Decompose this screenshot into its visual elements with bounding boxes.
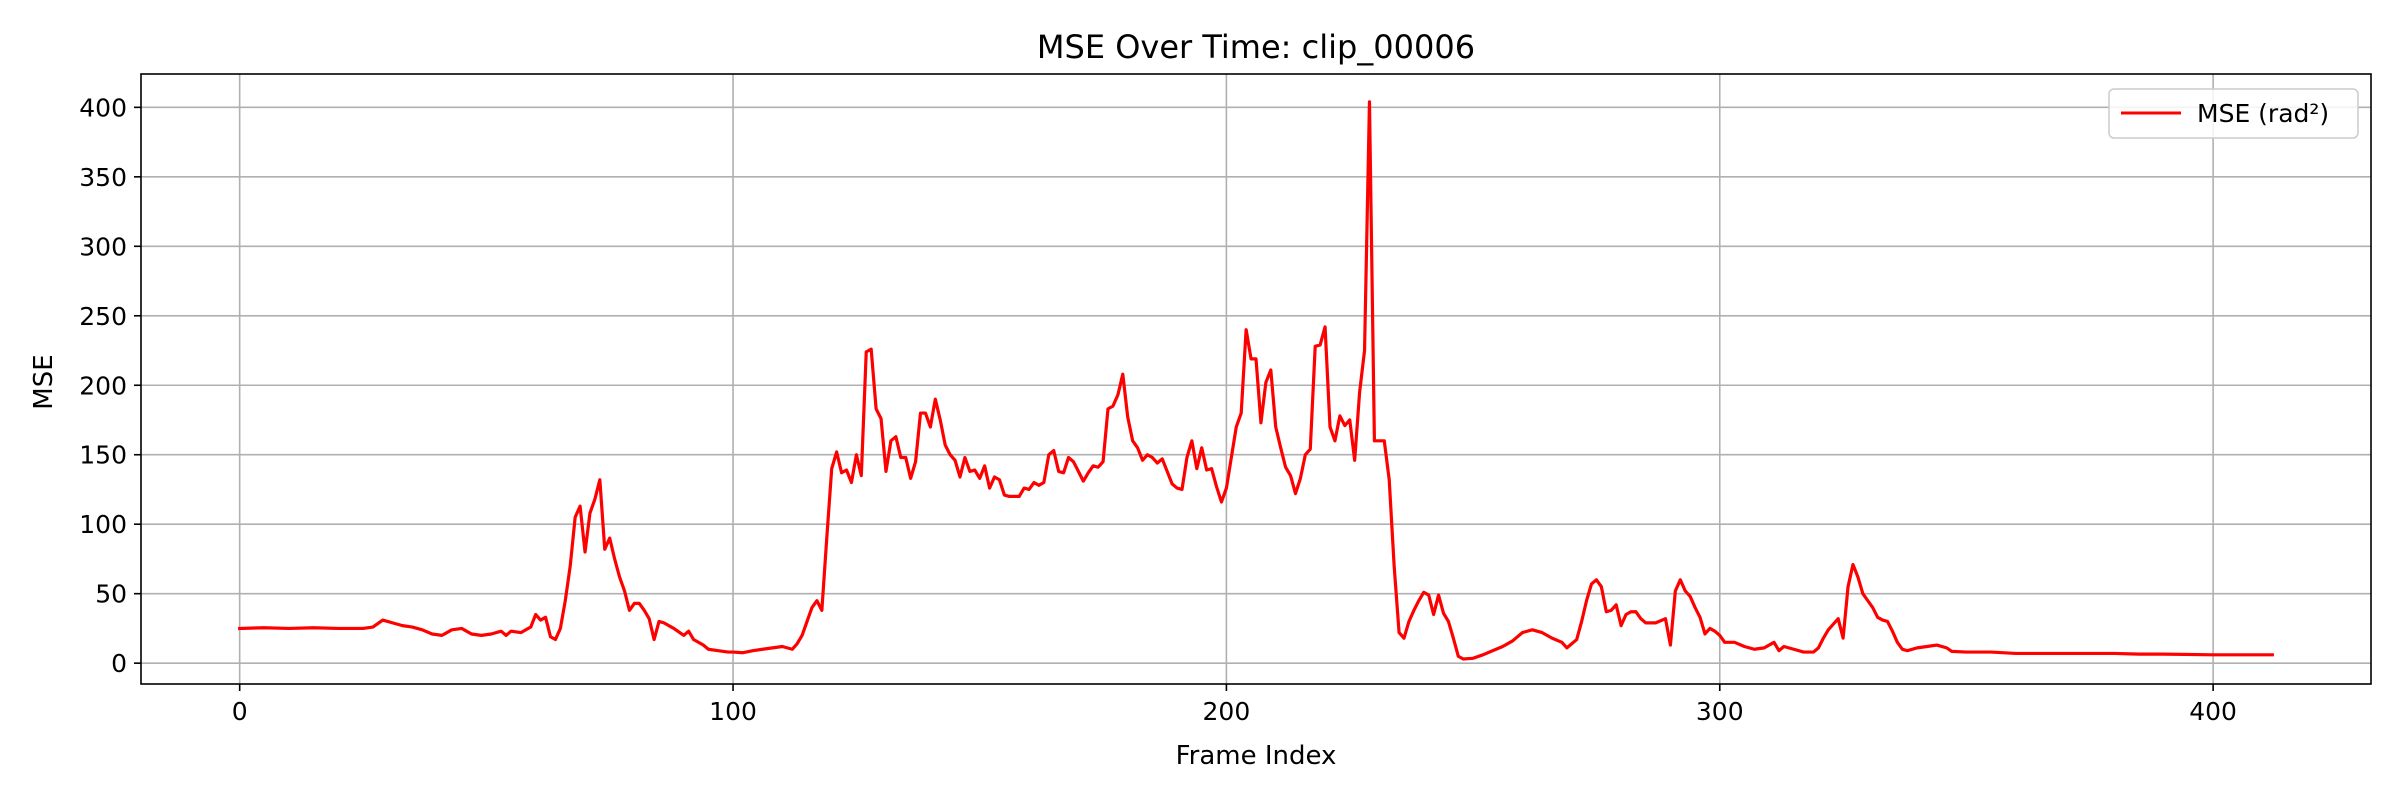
legend: MSE (rad²)	[2108, 88, 2359, 139]
y-tick-label: 200	[79, 371, 127, 400]
plot-frame	[140, 73, 2372, 685]
series-layer	[238, 100, 2274, 661]
x-tick-label: 300	[1696, 697, 1744, 726]
grid	[141, 74, 2371, 684]
y-axis-label: MSE	[29, 354, 59, 409]
x-axis-ticks: 0 100 200 300 400	[232, 684, 2237, 726]
y-tick-label: 300	[79, 232, 127, 261]
y-tick-label: 250	[79, 302, 127, 331]
y-tick-label: 0	[111, 649, 127, 678]
legend-label: MSE (rad²)	[2197, 99, 2329, 128]
chart-title: MSE Over Time: clip_00006	[1037, 28, 1475, 66]
x-tick-label: 0	[232, 697, 248, 726]
legend-box	[2108, 88, 2359, 139]
y-tick-label: 100	[79, 510, 127, 539]
y-tick-label: 150	[79, 441, 127, 470]
y-tick-label: 50	[95, 580, 127, 609]
y-axis-ticks: 0 50 100 150 200 250 300 350 400	[79, 93, 141, 678]
x-tick-label: 100	[709, 697, 757, 726]
x-tick-label: 200	[1203, 697, 1251, 726]
x-tick-label: 400	[2189, 697, 2237, 726]
y-tick-label: 400	[79, 93, 127, 122]
x-axis-label: Frame Index	[1176, 741, 1337, 771]
series-line	[238, 100, 2274, 661]
y-tick-label: 350	[79, 163, 127, 192]
